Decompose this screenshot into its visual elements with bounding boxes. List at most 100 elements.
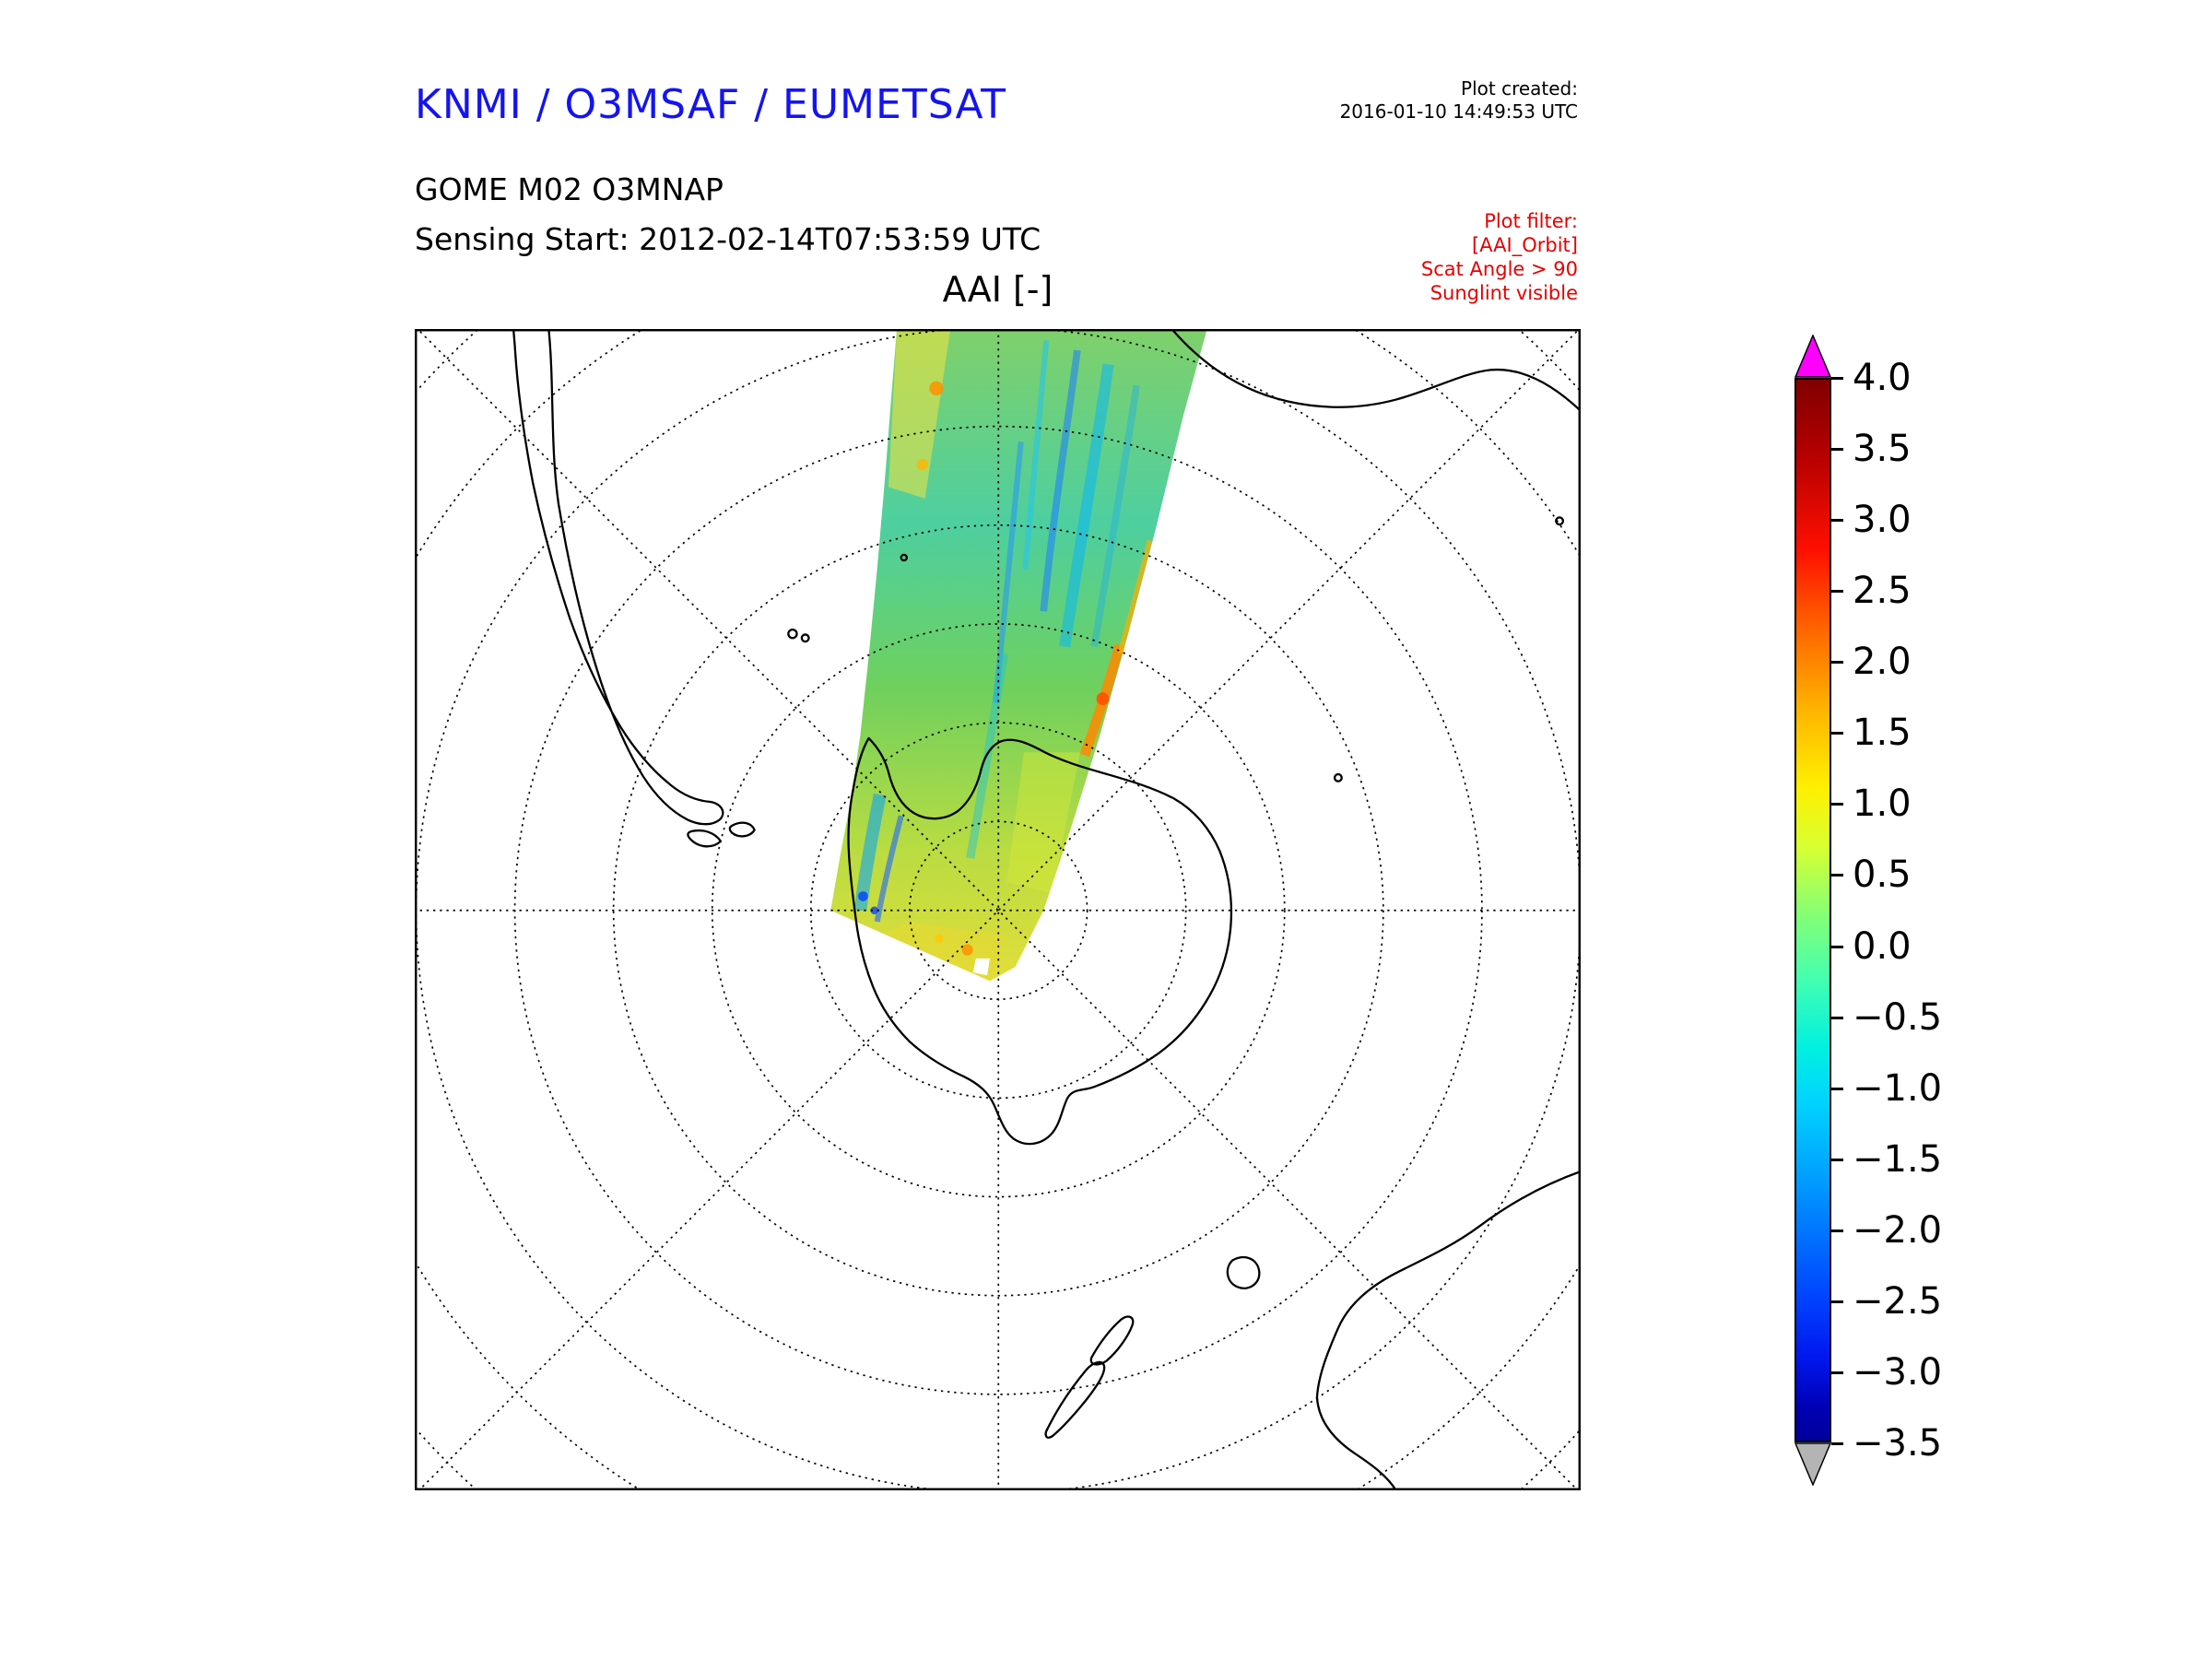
plot-created-block: Plot created: 2016-01-10 14:49:53 UTC <box>1340 77 1578 124</box>
south-america-coastline <box>512 329 724 826</box>
tick-label: 2.5 <box>1853 570 1912 612</box>
product-name: GOME M02 O3MNAP <box>415 171 724 207</box>
plot-filter-block: Plot filter: [AAI_Orbit] Scat Angle > 90… <box>1421 209 1578 305</box>
colorbar-tick: −0.5 <box>1831 995 1942 1040</box>
swath-cyan-streak <box>966 653 1008 859</box>
tick-mark <box>1831 945 1843 948</box>
australia-coastline <box>1315 1170 1581 1490</box>
tick-label: 3.0 <box>1853 499 1912 541</box>
polar-map-svg <box>415 329 1581 1490</box>
tierra-del-fuego-island <box>728 821 756 838</box>
tick-mark <box>1831 731 1843 735</box>
tick-mark <box>1831 447 1843 451</box>
swath-cyan-streak <box>1059 363 1114 648</box>
antarctica-coastline <box>847 736 1233 1146</box>
tick-mark <box>1831 873 1843 877</box>
swath-data-gap <box>972 958 991 976</box>
colorbar-tick: −3.5 <box>1831 1421 1942 1465</box>
tick-label: −3.0 <box>1853 1351 1943 1394</box>
plot-filter-line: [AAI_Orbit] <box>1472 234 1578 256</box>
tick-mark <box>1831 1158 1843 1161</box>
colorbar-tick: −3.0 <box>1831 1350 1942 1394</box>
colorbar-tick: −2.5 <box>1831 1279 1942 1324</box>
south-georgia-island <box>900 553 908 562</box>
swath-blue-streak <box>993 441 1024 704</box>
swath-red-spot <box>1096 692 1110 706</box>
tick-label: −2.5 <box>1853 1280 1943 1323</box>
new-zealand-north-island <box>1089 1315 1135 1366</box>
tick-mark <box>1831 1300 1843 1303</box>
sensing-start: Sensing Start: 2012-02-14T07:53:59 UTC <box>415 221 1041 257</box>
tick-label: −3.5 <box>1853 1422 1943 1465</box>
new-zealand-south-island <box>1044 1360 1106 1439</box>
organisation-title: KNMI / O3MSAF / EUMETSAT <box>415 81 1006 128</box>
map-title: AAI [-] <box>942 269 1053 310</box>
colorbar-tick: 1.5 <box>1831 711 1912 755</box>
colorbar-tick: 2.5 <box>1831 569 1912 613</box>
swath-orange-spot <box>961 944 973 956</box>
tasmania-island <box>1226 1256 1261 1289</box>
swath-orange-spot <box>916 458 928 471</box>
tick-mark <box>1831 1016 1843 1019</box>
polar-map <box>415 329 1581 1490</box>
tick-mark <box>1831 802 1843 806</box>
tick-mark <box>1831 518 1843 522</box>
swath-orange-spot <box>935 934 944 943</box>
tick-mark <box>1831 1087 1843 1090</box>
swath-cyan-streak <box>1022 339 1050 570</box>
falkland-island <box>787 628 798 640</box>
colorbar <box>1794 378 1831 1442</box>
africa-coastline <box>1171 329 1581 412</box>
subantarctic-islet <box>1555 516 1565 526</box>
plot-created-label: Plot created: <box>1461 77 1578 100</box>
swath-yellow-patch <box>888 329 951 499</box>
aai-swath <box>830 329 1207 982</box>
tick-label: −1.0 <box>1853 1067 1943 1110</box>
tick-label: 2.0 <box>1853 641 1912 683</box>
tick-label: 0.5 <box>1853 853 1912 896</box>
swath-darkblue-spot <box>870 906 878 915</box>
falkland-island <box>800 633 810 643</box>
tick-mark <box>1831 1371 1843 1374</box>
tick-label: 4.0 <box>1853 357 1912 399</box>
colorbar-tick: −2.0 <box>1831 1208 1942 1253</box>
plot-created-value: 2016-01-10 14:49:53 UTC <box>1339 100 1578 123</box>
swath-cyan-streak <box>1090 384 1140 648</box>
colorbar-tick: 0.0 <box>1831 924 1912 969</box>
map-border <box>415 329 1581 1490</box>
tick-mark <box>1831 660 1843 664</box>
swath-orange-streak <box>1117 539 1155 655</box>
coastlines <box>512 329 1581 1490</box>
tick-label: 1.5 <box>1853 712 1912 754</box>
tick-label: 0.0 <box>1853 925 1912 968</box>
colorbar-tick: 0.5 <box>1831 853 1912 897</box>
plot-filter-line: Scat Angle > 90 <box>1420 258 1578 280</box>
tick-mark <box>1831 376 1843 380</box>
tick-label: −1.5 <box>1853 1138 1943 1181</box>
colorbar-tick: 4.0 <box>1831 356 1912 400</box>
swath-yellow-band <box>1006 752 1080 894</box>
tick-mark <box>1831 1441 1843 1445</box>
swath-blue-streak <box>1040 349 1081 612</box>
kerguelen-islet <box>1333 772 1343 782</box>
tick-label: −2.0 <box>1853 1209 1943 1252</box>
tierra-del-fuego-island <box>687 829 723 848</box>
colorbar-tick: −1.5 <box>1831 1137 1942 1182</box>
tick-label: 3.5 <box>1853 428 1912 470</box>
swath-blue-streak <box>874 815 904 923</box>
colorbar-tick: 3.0 <box>1831 498 1912 542</box>
tick-label: 1.0 <box>1853 782 1912 825</box>
colorbar-over-arrow <box>1794 335 1831 378</box>
tick-mark <box>1831 589 1843 593</box>
tick-label: −0.5 <box>1853 996 1943 1039</box>
swath-orange-spot <box>929 381 944 395</box>
colorbar-ticks: 4.0 3.5 3.0 2.5 2.0 1.5 1.0 0.5 0.0 −0.5… <box>1831 357 2034 1465</box>
tick-mark <box>1831 1229 1843 1232</box>
colorbar-tick: 3.5 <box>1831 427 1912 471</box>
plot-filter-line: Plot filter: <box>1484 210 1578 232</box>
colorbar-under-arrow <box>1794 1442 1831 1486</box>
colorbar-tick: −1.0 <box>1831 1066 1942 1111</box>
plot-filter-line: Sunglint visible <box>1430 282 1578 304</box>
colorbar-tick: 2.0 <box>1831 640 1912 684</box>
